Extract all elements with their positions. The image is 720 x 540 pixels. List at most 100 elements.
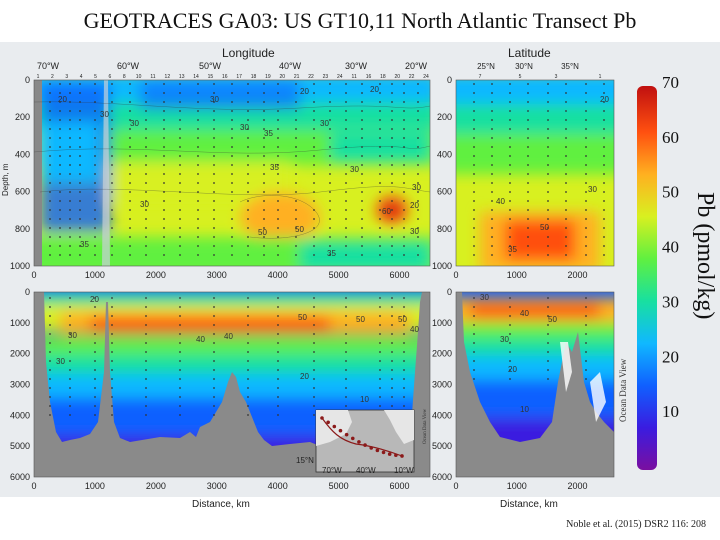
station-dot (527, 110, 529, 112)
longitude-tick: 50°W (199, 61, 222, 71)
station-dot (329, 182, 331, 184)
ul-x-tick: 4000 (268, 270, 288, 280)
station-dot (295, 101, 297, 103)
station-dot (49, 92, 51, 94)
latitude-tick: 25°N (477, 62, 495, 71)
station-dot (403, 333, 405, 335)
station-dot (473, 351, 475, 353)
station-dot (231, 227, 233, 229)
station-dot (345, 191, 347, 193)
station-dot (94, 315, 96, 317)
station-dot (379, 137, 381, 139)
station-dot (129, 119, 131, 121)
station-dot (391, 405, 393, 407)
station-dot (49, 155, 51, 157)
station-dot (547, 173, 549, 175)
latitude-tick: 30°N (515, 62, 533, 71)
station-dot (213, 155, 215, 157)
station-dot (263, 200, 265, 202)
station-dot (391, 254, 393, 256)
station-dot (295, 137, 297, 139)
lr-y-tick: 1000 (432, 318, 452, 328)
station-dot (145, 110, 147, 112)
station-dot (491, 110, 493, 112)
inset-station-dot (394, 453, 398, 458)
station-dot (59, 173, 61, 175)
station-dot (145, 83, 147, 85)
station-dot (94, 254, 96, 256)
station-number: 7 (479, 74, 482, 80)
contour-label: 30 (130, 119, 139, 128)
station-dot (473, 155, 475, 157)
contour-label: 30 (140, 200, 149, 209)
station-dot (527, 92, 529, 94)
station-dot (379, 110, 381, 112)
station-dot (295, 200, 297, 202)
station-dot (231, 218, 233, 220)
longitude-tick: 30°W (345, 61, 368, 71)
station-dot (403, 209, 405, 211)
station-dot (473, 146, 475, 148)
station-number: 6 (108, 74, 111, 80)
ll-y-tick: 4000 (10, 410, 30, 420)
station-dot (509, 101, 511, 103)
station-dot (145, 360, 147, 362)
station-dot (129, 137, 131, 139)
station-dot (213, 324, 215, 326)
station-dot (361, 119, 363, 121)
station-dot (585, 110, 587, 112)
station-dot (391, 360, 393, 362)
station-dot (79, 236, 81, 238)
station-dot (547, 342, 549, 344)
station-dot (94, 101, 96, 103)
station-dot (491, 164, 493, 166)
station-dot (391, 182, 393, 184)
station-dot (59, 236, 61, 238)
station-dot (313, 128, 315, 130)
station-dot (69, 306, 71, 308)
station-dot (527, 164, 529, 166)
station-dot (231, 83, 233, 85)
station-dot (547, 101, 549, 103)
station-dot (263, 182, 265, 184)
station-dot (94, 137, 96, 139)
station-dot (295, 155, 297, 157)
station-dot (277, 209, 279, 211)
station-dot (391, 110, 393, 112)
colorbar: Pb (pmol/kg) Ocean Data View 10 20 30 40 50 6… (618, 73, 718, 470)
station-dot (129, 218, 131, 220)
station-dot (163, 245, 165, 247)
station-dot (313, 378, 315, 380)
station-dot (473, 173, 475, 175)
inset-station-dot (363, 443, 367, 447)
station-dot (247, 324, 249, 326)
station-dot (263, 254, 265, 256)
lr-x-tick: 1000 (507, 481, 527, 491)
station-dot (345, 146, 347, 148)
station-dot (69, 200, 71, 202)
station-dot (247, 254, 249, 256)
station-dot (361, 236, 363, 238)
station-dot (277, 182, 279, 184)
station-dot (379, 378, 381, 380)
station-dot (379, 218, 381, 220)
station-dot (391, 200, 393, 202)
station-dot (345, 297, 347, 299)
station-dot (603, 164, 605, 166)
station-dot (247, 245, 249, 247)
station-dot (247, 342, 249, 344)
contour-label: 20 (90, 295, 99, 304)
station-dot (94, 396, 96, 398)
station-dot (197, 236, 199, 238)
station-dot (473, 297, 475, 299)
station-dot (111, 387, 113, 389)
station-dot (603, 182, 605, 184)
station-dot (391, 306, 393, 308)
station-dot (197, 146, 199, 148)
inset-lon-label: 40°W (356, 466, 376, 475)
station-dot (69, 137, 71, 139)
station-dot (247, 182, 249, 184)
station-dot (391, 137, 393, 139)
station-dot (391, 146, 393, 148)
contour-label: 10 (360, 395, 369, 404)
